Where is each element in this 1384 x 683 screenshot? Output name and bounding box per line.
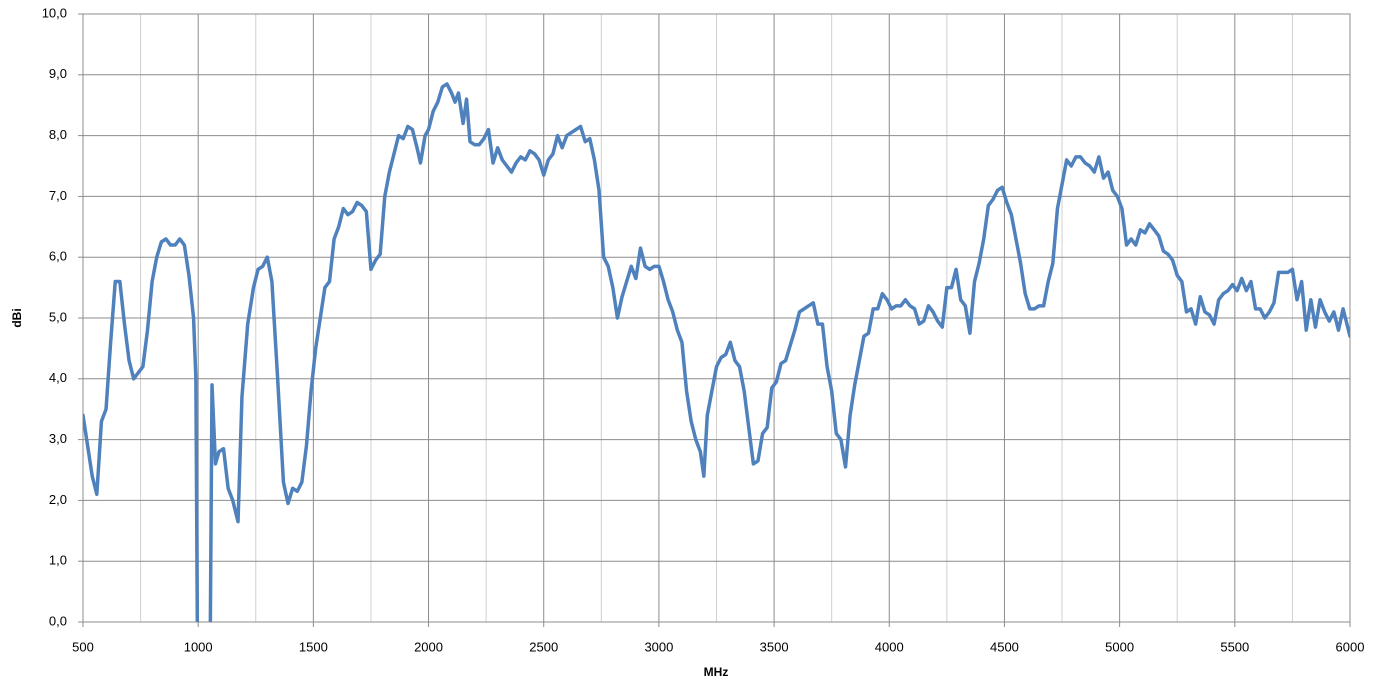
y-tick-label: 5,0 xyxy=(49,309,67,324)
x-tick-label: 500 xyxy=(72,639,94,654)
x-tick-label: 5000 xyxy=(1105,639,1134,654)
x-tick-label: 2000 xyxy=(414,639,443,654)
x-tick-label: 4000 xyxy=(875,639,904,654)
y-tick-label: 7,0 xyxy=(49,188,67,203)
y-tick-label: 4,0 xyxy=(49,370,67,385)
x-tick-label: 3500 xyxy=(760,639,789,654)
y-tick-label: 9,0 xyxy=(49,66,67,81)
y-tick-label: 0,0 xyxy=(49,613,67,628)
x-tick-label: 1000 xyxy=(184,639,213,654)
x-tick-label: 6000 xyxy=(1336,639,1365,654)
y-tick-label: 6,0 xyxy=(49,249,67,264)
x-tick-label: 1500 xyxy=(299,639,328,654)
x-tick-label: 5500 xyxy=(1220,639,1249,654)
x-tick-label: 3000 xyxy=(644,639,673,654)
plot-frame xyxy=(82,13,1351,623)
y-axis-label: dBi xyxy=(10,308,24,327)
x-tick-label: 2500 xyxy=(529,639,558,654)
data-line xyxy=(83,82,1350,622)
y-tick-label: 10,0 xyxy=(42,5,67,20)
y-tick-label: 1,0 xyxy=(49,553,67,568)
x-axis-label: MHz xyxy=(704,665,729,679)
x-tick-label: 4500 xyxy=(990,639,1019,654)
y-tick-label: 2,0 xyxy=(49,492,67,507)
y-tick-label: 8,0 xyxy=(49,127,67,142)
y-tick-label: 3,0 xyxy=(49,431,67,446)
